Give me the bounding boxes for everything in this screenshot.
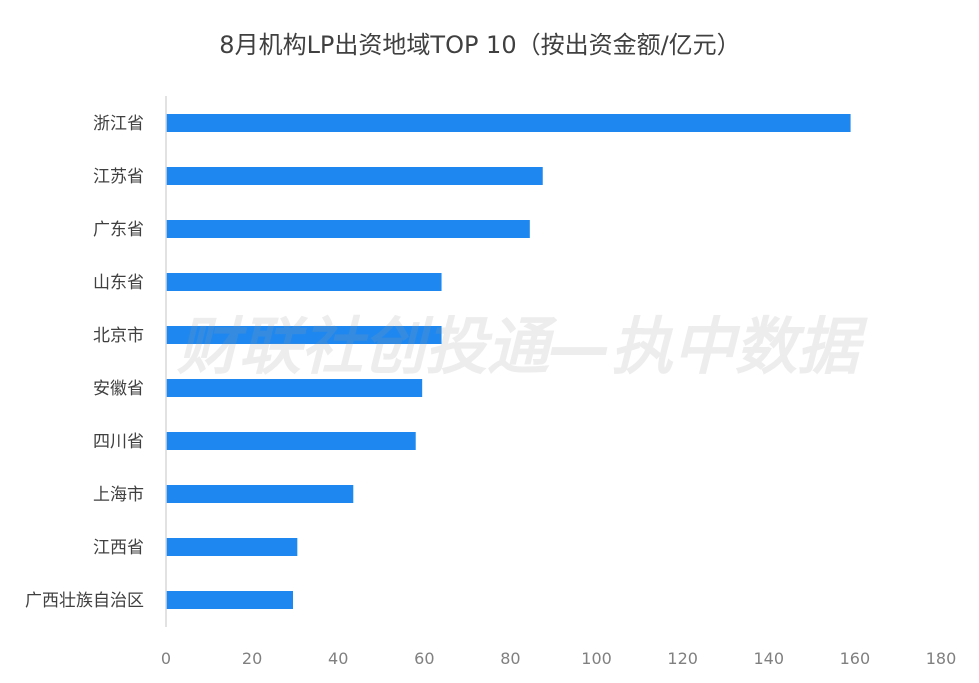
- x-tick-label: 60: [414, 649, 434, 668]
- x-tick-labels: 0 20 40 60 80 100 120 140 160 180: [161, 649, 956, 668]
- bar-1: [166, 114, 851, 132]
- bars: [166, 114, 851, 609]
- category-label: 广西壮族自治区: [25, 591, 144, 611]
- category-label: 江西省: [93, 538, 144, 558]
- x-tick-label: 20: [242, 649, 262, 668]
- category-label: 北京市: [93, 326, 144, 346]
- bar-2: [166, 167, 543, 185]
- x-tick-label: 160: [840, 649, 871, 668]
- x-tick-label: 40: [328, 649, 348, 668]
- bar-6: [166, 379, 423, 397]
- category-label: 四川省: [93, 432, 144, 452]
- x-tick-label: 180: [926, 649, 957, 668]
- bar-7: [166, 432, 416, 450]
- watermark: 财联社创投通—执中数据: [177, 310, 868, 383]
- category-label: 浙江省: [93, 114, 144, 134]
- x-tick-label: 80: [500, 649, 520, 668]
- category-label: 安徽省: [93, 379, 144, 399]
- x-tick-label: 140: [754, 649, 785, 668]
- bar-8: [166, 485, 354, 503]
- x-tick-label: 0: [161, 649, 171, 668]
- bar-10: [166, 591, 294, 609]
- category-label: 广东省: [93, 220, 144, 240]
- x-tick-label: 100: [581, 649, 612, 668]
- x-tick-label: 120: [667, 649, 698, 668]
- chart-title: 8月机构LP出资地域TOP 10（按出资金额/亿元）: [219, 31, 740, 59]
- category-label: 江苏省: [93, 167, 144, 187]
- bar-9: [166, 538, 298, 556]
- bar-4: [166, 273, 442, 291]
- bar-3: [166, 220, 530, 238]
- bar-5: [166, 326, 442, 344]
- category-label: 山东省: [93, 273, 144, 293]
- category-label: 上海市: [93, 485, 144, 505]
